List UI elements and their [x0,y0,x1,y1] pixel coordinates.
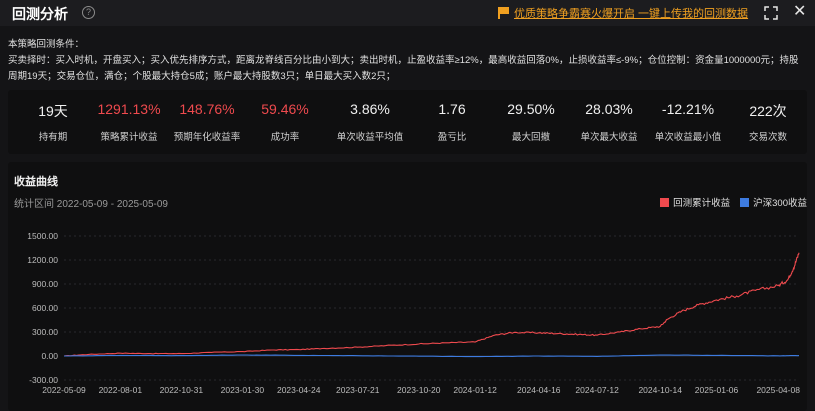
promo-link[interactable]: 优质策略争霸赛火爆开启 一键上传我的回测数据 [514,8,749,20]
window-header: 回测分析 ? 优质策略争霸赛火爆开启 一键上传我的回测数据 ✕ [0,0,815,26]
x-tick-label: 2022-08-01 [99,385,143,395]
legend-swatch-strategy [660,197,670,207]
x-tick-label: 2023-01-30 [221,385,265,395]
y-tick-label: 1200.00 [27,255,58,265]
y-tick-label: 900.00 [32,279,58,289]
x-tick-label: 2024-07-12 [575,385,619,395]
conditions-heading: 本策略回测条件： [8,39,85,50]
stat-value: 3.86% [350,101,390,117]
stat-label: 最大回撤 [511,132,550,143]
stat-label: 成功率 [270,132,300,143]
x-tick-label: 2024-10-14 [638,385,682,395]
stat-value: 19天 [38,103,68,119]
y-tick-label: -300.00 [29,375,58,385]
x-tick-label: 2024-01-12 [453,385,497,395]
legend-label-benchmark: 沪深300收益 [753,198,807,209]
x-tick-label: 2023-07-21 [336,385,380,395]
x-tick-label: 2022-05-09 [42,385,86,395]
stat-label: 单次最大收益 [580,132,638,143]
stats-panel: 19天 持有期 1291.13% 策略累计收益 148.76% 预期年化收益率 … [8,90,807,154]
promo-banner[interactable]: 优质策略争霸赛火爆开启 一键上传我的回测数据 [497,5,748,21]
x-tick-label: 2025-04-08 [756,385,800,395]
y-tick-label: 1500.00 [27,231,58,241]
stat-value: 148.76% [179,101,235,117]
legend-label-strategy: 回测累计收益 [673,198,731,209]
stat-value: 1.76 [438,101,466,117]
stat-value: 28.03% [585,101,633,117]
help-icon[interactable]: ? [82,6,95,19]
return-curve-chart: 1500.00 1200.00 900.00 600.00 300.00 0.00 -300… [27,231,800,395]
y-tick-label: 300.00 [32,327,58,337]
benchmark-return-line [64,354,800,358]
conditions-body: 买卖择时：买入时机，开盘买入；买入优先排序方式，距离龙脊线百分比由小到大；卖出时… [8,55,799,82]
y-tick-label: 0.00 [41,351,58,361]
stat-value: 59.46% [261,101,309,117]
stat-value: 29.50% [507,101,555,117]
x-tick-label: 2025-01-06 [695,385,739,395]
close-icon[interactable]: ✕ [793,3,807,20]
stat-label: 交易次数 [748,132,787,143]
x-tick-label: 2023-10-20 [397,385,441,395]
stat-value: -12.21% [661,101,715,117]
expand-icon[interactable] [764,6,778,20]
stat-value: 222次 [749,103,787,119]
stat-label: 持有期 [38,132,68,143]
legend-swatch-benchmark [740,197,750,207]
chart-date-range: 统计区间 2022-05-09 - 2025-05-09 [14,199,168,210]
stat-value: 1291.13% [97,101,161,117]
x-tick-label: 2022-10-31 [160,385,204,395]
backtest-conditions: 本策略回测条件： 买卖择时：买入时机，开盘买入；买入优先排序方式，距离龙脊线百分… [8,37,808,85]
stat-label: 盈亏比 [437,132,467,143]
stat-label: 单次收益最小值 [654,132,722,143]
y-tick-label: 600.00 [32,303,58,313]
chart-legend: 回测累计收益 沪深300收益 [650,195,807,209]
x-tick-label: 2023-04-24 [277,385,321,395]
legend-item-benchmark[interactable]: 沪深300收益 [740,195,807,209]
page-title: 回测分析 [12,6,68,22]
stat-label: 单次收益平均值 [336,132,404,143]
chart-title: 收益曲线 [14,176,58,188]
chart-panel: 收益曲线 统计区间 2022-05-09 - 2025-05-09 回测累计收益… [8,162,807,411]
legend-item-strategy[interactable]: 回测累计收益 [660,195,730,209]
flag-icon [497,7,509,19]
stat-label: 策略累计收益 [100,132,158,143]
x-tick-label: 2024-04-16 [517,385,561,395]
stat-label: 预期年化收益率 [173,132,241,143]
strategy-return-line [63,252,800,357]
